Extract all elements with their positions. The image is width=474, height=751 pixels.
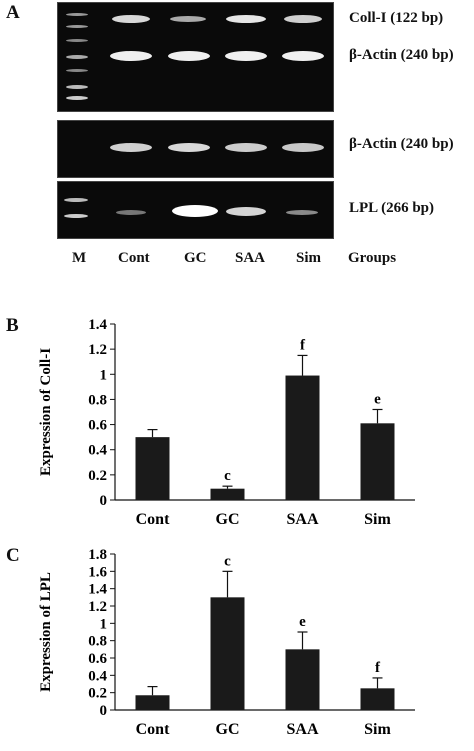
y-tick-label: 0.8 bbox=[88, 634, 107, 650]
bar-gc bbox=[210, 597, 245, 710]
marker-band bbox=[66, 96, 88, 100]
gel-middle bbox=[57, 120, 334, 178]
label-beta-actin-2: β-Actin (240 bp) bbox=[349, 136, 454, 152]
gel-top bbox=[57, 2, 334, 112]
actin-band-cont bbox=[110, 51, 152, 61]
actin-band-gc bbox=[168, 143, 210, 152]
bar-saa bbox=[285, 375, 320, 500]
y-tick-label: 0.4 bbox=[88, 668, 107, 684]
x-tick-label-gc: GC bbox=[216, 511, 240, 528]
y-tick-label: 1 bbox=[100, 367, 108, 383]
x-tick-label-sim: Sim bbox=[364, 721, 391, 738]
lpl-band-gc bbox=[172, 205, 218, 217]
panel-c-letter: C bbox=[6, 545, 20, 566]
y-tick-label: 1.2 bbox=[88, 342, 107, 358]
actin-band-saa bbox=[225, 143, 267, 152]
marker-band bbox=[64, 198, 88, 202]
x-tick-label-gc: GC bbox=[216, 721, 240, 738]
gel-bottom bbox=[57, 181, 334, 239]
lpl-band-sim bbox=[286, 210, 318, 215]
y-axis-label: Expression of Coll-I bbox=[38, 348, 54, 476]
lane-label-gc: GC bbox=[184, 250, 207, 266]
lane-label-m: M bbox=[72, 250, 87, 266]
chart-lpl: 00.2 0.40.60.8 11.21.4 1.61.8 Expression of … bbox=[38, 547, 415, 738]
significance-label-saa: e bbox=[299, 614, 306, 630]
marker-band bbox=[66, 25, 88, 28]
significance-label-gc: c bbox=[224, 553, 231, 569]
lane-label-cont: Cont bbox=[118, 250, 150, 266]
y-axis-label: Expression of LPL bbox=[38, 572, 54, 692]
x-tick-label-cont: Cont bbox=[136, 721, 170, 738]
y-tick-label: 0 bbox=[100, 493, 108, 509]
marker-band bbox=[66, 55, 88, 59]
x-tick-label-saa: SAA bbox=[286, 511, 318, 528]
bar-gc bbox=[210, 488, 245, 500]
y-tick-label: 0 bbox=[100, 703, 108, 719]
coll-band-saa bbox=[226, 15, 266, 23]
significance-label-gc: c bbox=[224, 468, 231, 484]
actin-band-sim bbox=[282, 143, 324, 152]
y-tick-label: 0.6 bbox=[88, 651, 107, 667]
actin-band-gc bbox=[168, 51, 210, 61]
x-tick-label-saa: SAA bbox=[286, 721, 318, 738]
y-tick-label: 0.2 bbox=[88, 468, 107, 484]
significance-label-saa: f bbox=[300, 337, 306, 353]
significance-label-sim: f bbox=[375, 660, 381, 676]
lpl-band-cont bbox=[116, 210, 146, 215]
actin-band-cont bbox=[110, 143, 152, 152]
lpl-band-saa bbox=[226, 207, 266, 216]
label-coll-i: Coll-I (122 bp) bbox=[349, 10, 444, 26]
y-tick-label: 1.4 bbox=[88, 317, 107, 333]
panel-b-letter: B bbox=[6, 315, 19, 336]
y-tick-label: 1 bbox=[100, 616, 108, 632]
label-beta-actin-1: β-Actin (240 bp) bbox=[349, 47, 454, 63]
marker-band bbox=[66, 85, 88, 89]
coll-band-cont bbox=[112, 15, 150, 23]
actin-band-sim bbox=[282, 51, 324, 61]
coll-band-gc bbox=[170, 16, 206, 22]
coll-band-sim bbox=[284, 15, 322, 23]
marker-band bbox=[66, 13, 88, 16]
label-lpl: LPL (266 bp) bbox=[349, 200, 435, 216]
bar-sim bbox=[360, 688, 395, 710]
bar-cont bbox=[135, 695, 170, 710]
bar-saa bbox=[285, 649, 320, 710]
marker-band bbox=[66, 39, 88, 42]
x-tick-label-sim: Sim bbox=[364, 511, 391, 528]
y-tick-label: 1.2 bbox=[88, 599, 107, 615]
actin-band-saa bbox=[225, 51, 267, 61]
lane-label-saa: SAA bbox=[235, 250, 266, 266]
y-tick-label: 0.8 bbox=[88, 392, 107, 408]
significance-label-sim: e bbox=[374, 391, 381, 407]
lane-label-groups: Groups bbox=[348, 250, 397, 266]
marker-band bbox=[66, 69, 88, 72]
panel-a-letter: A bbox=[6, 2, 20, 23]
chart-coll-i: 0 0.2 0.4 0.6 0.8 1 1.2 1.4 Expression of Coll-I… bbox=[38, 317, 415, 528]
bar-sim bbox=[360, 423, 395, 500]
y-tick-label: 0.4 bbox=[88, 443, 107, 459]
y-tick-label: 0.2 bbox=[88, 686, 107, 702]
y-tick-label: 0.6 bbox=[88, 418, 107, 434]
y-tick-label: 1.4 bbox=[88, 582, 107, 598]
y-tick-label: 1.6 bbox=[88, 564, 107, 580]
bar-cont bbox=[135, 437, 170, 500]
marker-band bbox=[64, 214, 88, 218]
lane-label-sim: Sim bbox=[296, 250, 322, 266]
x-tick-label-cont: Cont bbox=[136, 511, 170, 528]
y-tick-label: 1.8 bbox=[88, 547, 107, 563]
